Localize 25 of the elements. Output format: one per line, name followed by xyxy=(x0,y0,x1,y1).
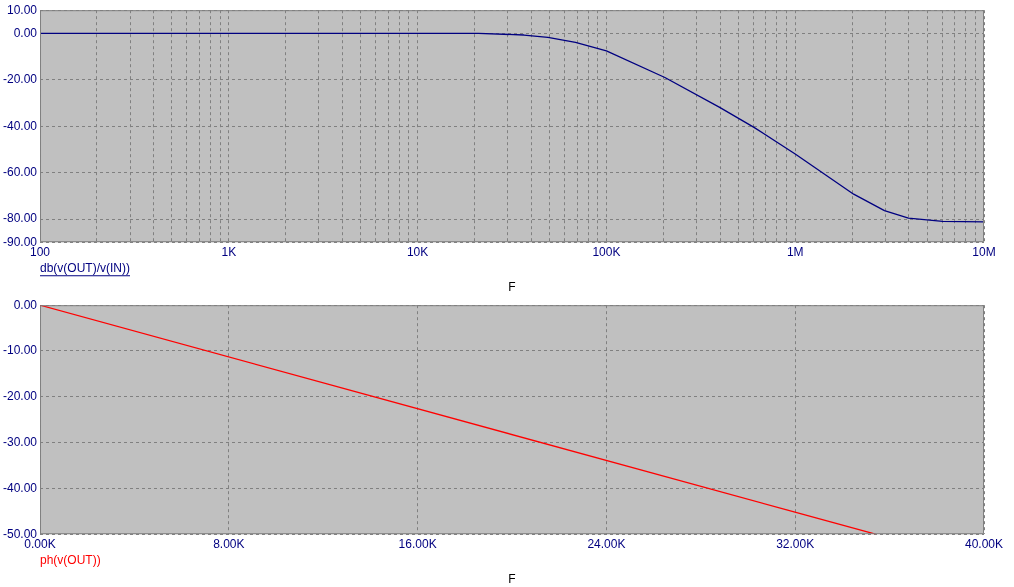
y-tick-label: -80.00 xyxy=(2,211,38,226)
x-axis-title: F xyxy=(508,572,516,587)
y-tick-label: -60.00 xyxy=(2,164,38,179)
y-tick-label: 10.00 xyxy=(6,2,38,17)
x-tick-label: 24.00K xyxy=(587,536,626,551)
y-tick-label: -40.00 xyxy=(2,118,38,133)
x-tick-label: 16.00K xyxy=(398,536,437,551)
y-tick-label: -20.00 xyxy=(2,72,38,87)
x-tick-label: 100K xyxy=(592,244,621,259)
x-axis-title: F xyxy=(508,280,516,295)
x-tick-label: 32.00K xyxy=(776,536,815,551)
y-tick-label: 0.00 xyxy=(13,25,38,40)
x-tick-label: 1M xyxy=(786,244,804,259)
x-tick-label: 10K xyxy=(406,244,429,259)
y-tick-label: -10.00 xyxy=(2,343,38,358)
y-tick-label: 0.00 xyxy=(13,297,38,312)
y-tick-label: -30.00 xyxy=(2,434,38,449)
x-tick-label: 10M xyxy=(972,244,996,259)
text: db(v(OUT)/v(IN)) xyxy=(40,260,131,275)
x-tick-label: 8.00K xyxy=(213,536,245,551)
text: ph(v(OUT)) xyxy=(40,552,101,567)
x-tick-label: 1K xyxy=(221,244,237,259)
y-tick-label: -40.00 xyxy=(2,480,38,495)
x-tick-label: 40.00K xyxy=(964,536,1004,551)
y-tick-label: -20.00 xyxy=(2,389,38,404)
